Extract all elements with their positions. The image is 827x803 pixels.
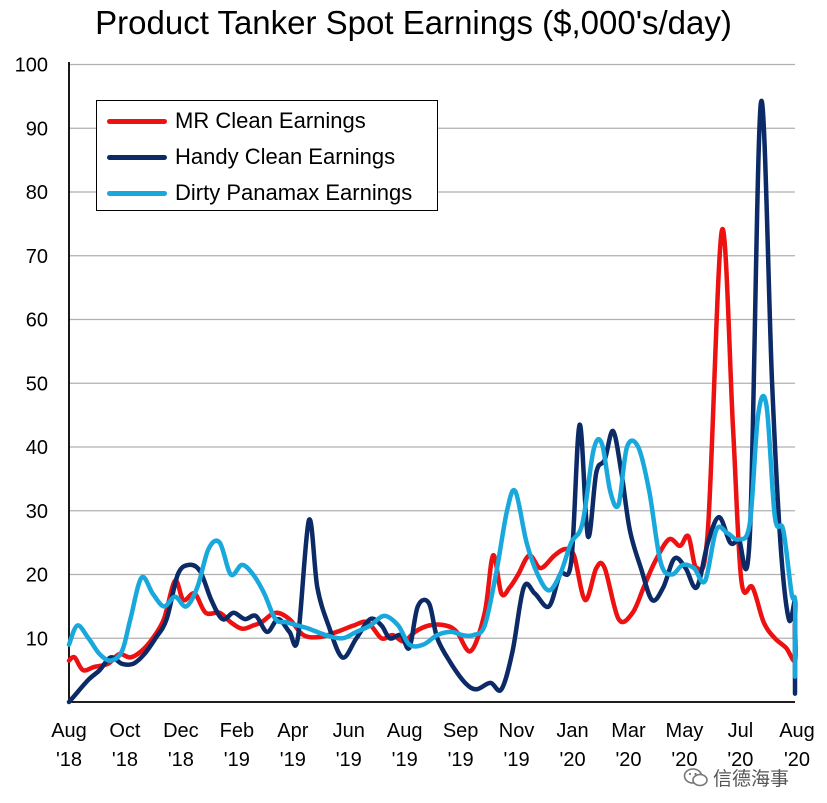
watermark-text: 信德海事 bbox=[713, 768, 790, 790]
series-handy-clean bbox=[66, 98, 798, 705]
x-tick-label-month: Sep bbox=[443, 720, 479, 742]
x-tick-label-month: Feb bbox=[220, 720, 254, 742]
series-dirty-panamax bbox=[66, 393, 798, 679]
series-mr-clean bbox=[66, 226, 798, 673]
watermark: 信德海事 bbox=[683, 762, 789, 792]
tick-labels: 10 20 30 40 50 60 70 80 90 100 Aug '18 Oct '18 Dec '18 F… bbox=[15, 55, 815, 772]
y-tick-label: 90 bbox=[26, 118, 48, 140]
x-tick-label-month: Jul bbox=[728, 720, 754, 742]
legend-swatch-mr-clean bbox=[107, 118, 167, 124]
x-tick-label-year: '18 bbox=[168, 749, 194, 771]
series-lines bbox=[66, 98, 798, 705]
x-tick-label-month: Jun bbox=[333, 720, 365, 742]
y-tick-label: 70 bbox=[26, 246, 48, 268]
x-tick-label-month: May bbox=[666, 720, 704, 742]
x-tick-label-year: '20 bbox=[784, 749, 810, 771]
x-tick-label-month: Oct bbox=[109, 720, 141, 742]
x-tick-label-year: '19 bbox=[224, 749, 250, 771]
y-tick-label: 80 bbox=[26, 182, 48, 204]
x-tick-label-year: '20 bbox=[671, 749, 697, 771]
x-tick-label-year: '19 bbox=[504, 749, 530, 771]
x-tick-label-year: '20 bbox=[560, 749, 586, 771]
legend-swatch-handy-clean bbox=[107, 154, 167, 160]
x-tick-label-month: Nov bbox=[499, 720, 535, 742]
legend-swatch-dirty-panamax bbox=[107, 190, 167, 196]
x-tick-label-month: Apr bbox=[277, 720, 308, 742]
x-tick-label-month: Jan bbox=[556, 720, 588, 742]
legend-label-dirty-panamax: Dirty Panamax Earnings bbox=[175, 180, 413, 205]
chart-title: Product Tanker Spot Earnings ($,000's/da… bbox=[95, 4, 732, 41]
y-tick-label: 10 bbox=[26, 628, 48, 650]
legend-label-mr-clean: MR Clean Earnings bbox=[175, 108, 366, 133]
wechat-icon bbox=[683, 768, 708, 787]
legend-item-mr-clean: MR Clean Earnings bbox=[107, 106, 366, 136]
axes bbox=[68, 62, 795, 703]
y-tick-label: 30 bbox=[26, 501, 48, 523]
y-tick-label: 40 bbox=[26, 437, 48, 459]
x-tick-label-month: Mar bbox=[611, 720, 646, 742]
x-tick-label-year: '18 bbox=[112, 749, 138, 771]
x-tick-label-month: Aug bbox=[51, 720, 87, 742]
y-tick-label: 60 bbox=[26, 310, 48, 332]
x-tick-label-year: '19 bbox=[392, 749, 418, 771]
y-tick-label: 100 bbox=[15, 55, 48, 77]
legend: MR Clean Earnings Handy Clean Earnings D… bbox=[96, 100, 438, 211]
legend-item-dirty-panamax: Dirty Panamax Earnings bbox=[107, 178, 412, 208]
y-tick-label: 50 bbox=[26, 373, 48, 395]
x-tick-label-year: '19 bbox=[336, 749, 362, 771]
legend-item-handy-clean: Handy Clean Earnings bbox=[107, 142, 395, 172]
x-tick-label-month: Aug bbox=[779, 720, 815, 742]
x-tick-label-year: '19 bbox=[448, 749, 474, 771]
x-tick-label-month: Dec bbox=[163, 720, 199, 742]
y-tick-label: 20 bbox=[26, 565, 48, 587]
legend-label-handy-clean: Handy Clean Earnings bbox=[175, 144, 396, 169]
x-tick-label-year: '18 bbox=[56, 749, 82, 771]
x-tick-label-month: Aug bbox=[387, 720, 423, 742]
x-tick-label-year: '20 bbox=[727, 749, 753, 771]
x-tick-label-year: '19 bbox=[280, 749, 306, 771]
x-tick-label-year: '20 bbox=[615, 749, 641, 771]
